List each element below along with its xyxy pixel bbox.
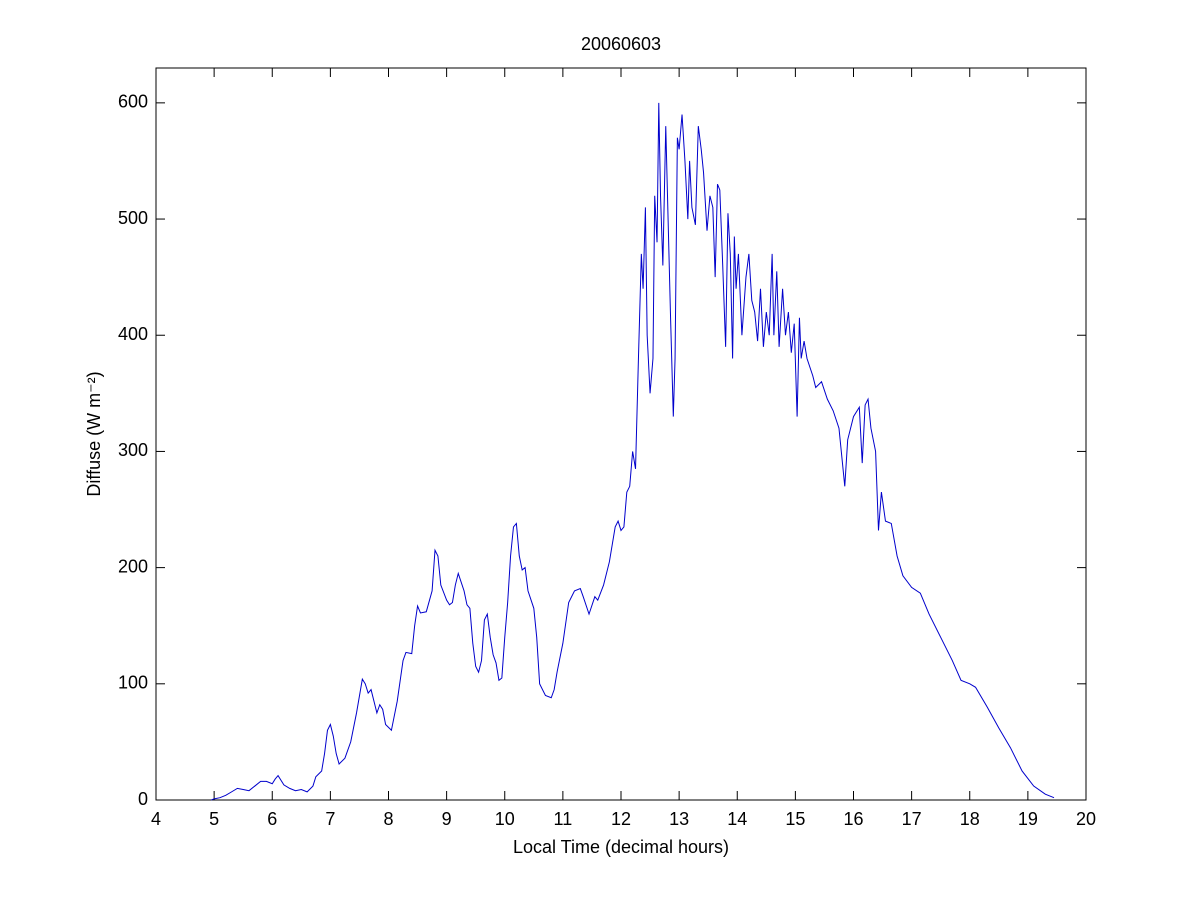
x-tick-label: 12 bbox=[611, 809, 631, 829]
y-tick-label: 500 bbox=[118, 208, 148, 228]
y-axis-label: Diffuse (W m⁻²) bbox=[84, 371, 104, 496]
plot-frame bbox=[155, 67, 1087, 801]
x-tick-label: 20 bbox=[1076, 809, 1096, 829]
y-tick-label: 0 bbox=[138, 789, 148, 809]
y-tick-label: 200 bbox=[118, 556, 148, 576]
x-tick-label: 6 bbox=[267, 809, 277, 829]
y-tick-label: 600 bbox=[118, 92, 148, 112]
y-tick-label: 400 bbox=[118, 324, 148, 344]
x-tick-label: 7 bbox=[325, 809, 335, 829]
x-tick-label: 11 bbox=[554, 809, 573, 829]
x-tick-label: 17 bbox=[902, 809, 922, 829]
x-tick-label: 8 bbox=[383, 809, 393, 829]
x-tick-label: 4 bbox=[151, 809, 161, 829]
x-tick-label: 14 bbox=[727, 809, 747, 829]
x-tick-label: 13 bbox=[669, 809, 689, 829]
y-tick-label: 100 bbox=[118, 673, 148, 693]
x-tick-label: 18 bbox=[960, 809, 980, 829]
x-axis-label: Local Time (decimal hours) bbox=[513, 837, 729, 857]
x-tick-label: 15 bbox=[785, 809, 805, 829]
data-line bbox=[211, 102, 1055, 801]
chart-title: 20060603 bbox=[581, 34, 661, 54]
x-tick-label: 5 bbox=[209, 809, 219, 829]
y-tick-label: 300 bbox=[118, 440, 148, 460]
x-tick-label: 10 bbox=[495, 809, 515, 829]
x-tick-label: 9 bbox=[442, 809, 452, 829]
x-tick-label: 16 bbox=[843, 809, 863, 829]
x-tick-label: 19 bbox=[1018, 809, 1038, 829]
